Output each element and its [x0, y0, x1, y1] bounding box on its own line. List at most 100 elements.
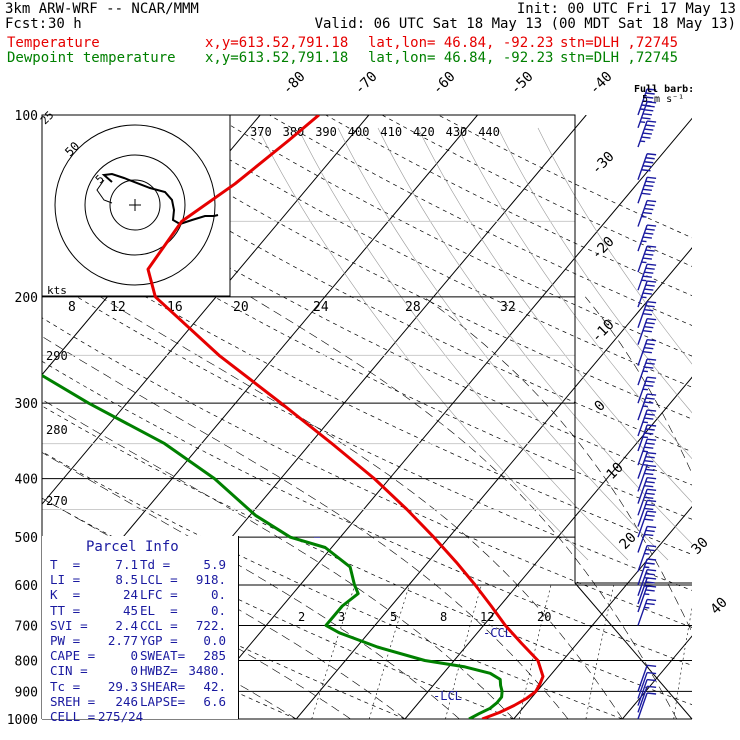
- hodograph-ring: [109, 179, 161, 231]
- parcel-label: K =: [50, 587, 81, 603]
- temperature-station: stn=DLH ,72745: [560, 35, 679, 51]
- theta-e-curve: [257, 127, 589, 561]
- pressure-tick-label: 200: [15, 291, 38, 306]
- plot-frame-wedge: [574, 582, 693, 720]
- theta-e-curve: [497, 127, 692, 414]
- isotherm-label: -50: [508, 69, 537, 98]
- wind-barb: [637, 678, 657, 706]
- wind-barb: [637, 376, 657, 404]
- parcel-value: 42.: [203, 678, 226, 694]
- wind-barb: [637, 317, 657, 345]
- temperature-line: [146, 115, 545, 719]
- forecast-label: Fcst:: [5, 16, 48, 32]
- speed-label: 32: [500, 300, 516, 315]
- barb-legend-units: 5 m s⁻¹: [642, 94, 685, 105]
- parcel-label: SVI =: [50, 617, 88, 633]
- speed-label: 20: [233, 300, 249, 315]
- theta-e-label: 380: [283, 125, 305, 139]
- wind-barb: [637, 120, 657, 148]
- parcel-label: LAPSE=: [140, 693, 186, 709]
- isotherm-label: 10: [604, 460, 627, 483]
- parcel-label: CAPE =: [50, 648, 96, 664]
- parcel-label: LI =: [50, 572, 81, 588]
- isotherm-label: 20: [617, 530, 640, 553]
- parcel-value: 0: [130, 648, 138, 664]
- isotherm-line: [731, 115, 740, 719]
- parcel-label: SWEAT=: [140, 648, 186, 664]
- isotherm-line: [404, 376, 692, 719]
- pressure-tick-label: 1000: [7, 713, 38, 728]
- parcel-label: CELL =: [50, 709, 96, 724]
- parcel-value: 6.6: [203, 693, 226, 709]
- wind-barb: [637, 224, 657, 252]
- parcel-label: SHEAR=: [140, 678, 186, 694]
- wind-barb: [637, 664, 657, 692]
- parcel-value: 2.4: [115, 617, 138, 633]
- parcel-label: Td =: [140, 557, 171, 572]
- temperature-label: Temperature: [7, 35, 100, 51]
- pressure-tick-label: 300: [15, 397, 38, 412]
- hodograph-ring: [84, 154, 186, 256]
- wind-barb: [637, 280, 657, 308]
- wind-barb: [637, 488, 657, 516]
- parcel-value: 285: [203, 648, 226, 664]
- hodograph-ring: [54, 124, 216, 286]
- mixing-ratio-label: 3: [338, 610, 345, 624]
- dry-adiabat-line: [42, 360, 692, 666]
- wind-barb: [637, 692, 657, 720]
- isotherm-label: -30: [589, 149, 618, 178]
- wind-barb: [637, 558, 657, 586]
- isotherm-label: -80: [280, 69, 309, 98]
- lcl-marker: -LCL: [433, 689, 462, 703]
- parcel-label: EL =: [140, 602, 178, 618]
- isotherm-label: 40: [708, 595, 731, 618]
- theta-e-label: 440: [478, 125, 500, 139]
- parcel-label: LFC =: [140, 587, 178, 603]
- pressure-tick-label: 700: [15, 619, 38, 634]
- hodograph-trace: [101, 172, 219, 226]
- theta-label: 280: [46, 423, 68, 437]
- theta-e-curve: [297, 127, 629, 561]
- dewpoint-station: stn=DLH ,72745: [560, 50, 679, 66]
- speed-label: 24: [313, 300, 329, 315]
- dry-adiabat-line: [156, 115, 692, 388]
- theta-label: 290: [46, 349, 68, 363]
- wind-barb: [637, 176, 657, 204]
- mixing-ratio-label: 2: [298, 610, 305, 624]
- theta-e-label: 370: [250, 125, 272, 139]
- parcel-label: TT =: [50, 602, 81, 618]
- moist-adiabat-line: [42, 399, 514, 719]
- wind-barb: [637, 301, 657, 328]
- wind-barb: [637, 685, 657, 713]
- pressure-tick-label: 600: [15, 579, 38, 594]
- temperature-xy: x,y=613.52,791.18: [205, 35, 349, 51]
- dewpoint-line: [42, 373, 504, 719]
- wind-barb: [637, 525, 657, 553]
- parcel-value: 0: [130, 663, 138, 679]
- parcel-value: 0.0: [203, 633, 226, 648]
- parcel-label: Tc =: [50, 678, 81, 694]
- wind-barb: [637, 153, 657, 180]
- parcel-label: HWBZ=: [140, 663, 178, 679]
- parcel-info-title: Parcel Info: [86, 539, 179, 555]
- isotherm-line: [295, 247, 692, 719]
- theta-e-label: 420: [413, 125, 435, 139]
- mixing-ratio-label: 5: [390, 610, 397, 624]
- parcel-value: 7.1: [115, 557, 138, 572]
- wind-barb: [637, 338, 657, 366]
- parcel-value: 5.9: [203, 557, 226, 572]
- wind-barb: [637, 510, 657, 538]
- parcel-value: 246: [115, 693, 138, 709]
- dry-adiabat-line: [42, 317, 692, 628]
- pressure-tick-label: 100: [15, 109, 38, 124]
- theta-e-label: 400: [348, 125, 370, 139]
- hodograph-trace: [96, 179, 113, 204]
- parcel-label: LCL =: [140, 572, 178, 588]
- init-time: Init: 00 UTC Fri 17 May 13: [516, 1, 736, 17]
- wind-barb: [637, 671, 657, 699]
- wind-barb: [637, 393, 657, 421]
- parcel-value: 722.: [195, 617, 226, 633]
- wind-barb: [637, 499, 657, 527]
- barb-legend-title: Full barb:: [634, 84, 695, 95]
- moist-adiabat-line: [42, 497, 406, 719]
